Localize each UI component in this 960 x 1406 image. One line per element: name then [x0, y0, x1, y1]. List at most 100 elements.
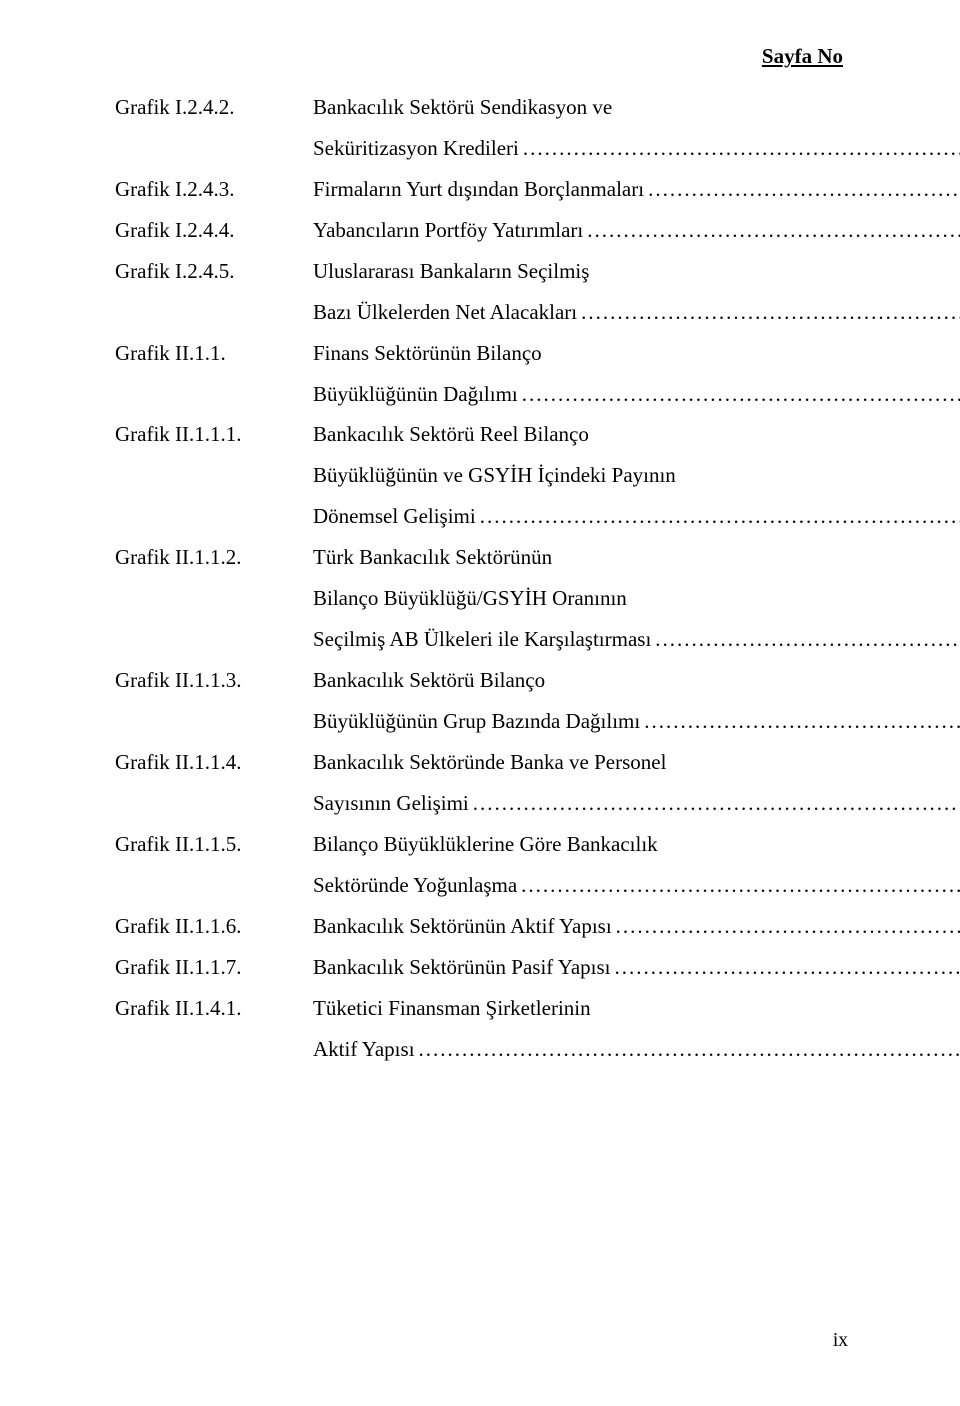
- toc-entry-continuation: Sayısının Gelişimi52: [115, 783, 845, 824]
- toc-text: Büyüklüğünün ve GSYİH İçindeki Payının: [313, 455, 676, 496]
- toc-text: Aktif Yapısı: [313, 1029, 415, 1070]
- toc-text: Tüketici Finansman Şirketlerinin: [313, 988, 591, 1029]
- toc-entry: Grafik II.1.1.Finans Sektörünün Bilanço: [115, 333, 845, 374]
- toc-entry-continuation: Seküritizasyon Kredileri42: [115, 128, 845, 169]
- toc-entry: Grafik I.2.4.5.Uluslararası Bankaların S…: [115, 251, 845, 292]
- toc-leader-dots: [476, 496, 960, 537]
- toc-entry: Grafik II.1.1.3.Bankacılık Sektörü Bilan…: [115, 660, 845, 701]
- toc-text: Bankacılık Sektörü Sendikasyon ve: [313, 87, 612, 128]
- toc-entry: Grafik I.2.4.4.Yabancıların Portföy Yatı…: [115, 210, 845, 251]
- toc-entry-continuation: Bazı Ülkelerden Net Alacakları45: [115, 292, 845, 333]
- toc-leader-dots: [644, 169, 960, 210]
- toc-entry: Grafik II.1.1.7.Bankacılık Sektörünün Pa…: [115, 947, 845, 988]
- toc-text: Dönemsel Gelişimi: [313, 496, 476, 537]
- toc-entry-continuation: Aktif Yapısı63: [115, 1029, 845, 1070]
- toc-desc: Firmaların Yurt dışından Borçlanmaları43: [313, 169, 960, 210]
- toc-text: Bilanço Büyüklüklerine Göre Bankacılık: [313, 824, 658, 865]
- toc-text: Firmaların Yurt dışından Borçlanmaları: [313, 169, 644, 210]
- toc-entry: Grafik II.1.1.2.Türk Bankacılık Sektörün…: [115, 537, 845, 578]
- toc-desc: Büyüklüğünün Dağılımı47: [313, 374, 960, 415]
- toc-label: Grafik I.2.4.2.: [115, 87, 313, 128]
- toc-desc: Dönemsel Gelişimi48: [313, 496, 960, 537]
- toc-label: Grafik II.1.4.1.: [115, 988, 313, 1029]
- toc-text: Bankacılık Sektöründe Banka ve Personel: [313, 742, 666, 783]
- toc-text: Uluslararası Bankaların Seçilmiş: [313, 251, 589, 292]
- toc-text: Finans Sektörünün Bilanço: [313, 333, 542, 374]
- toc-entry: Grafik II.1.1.4.Bankacılık Sektöründe Ba…: [115, 742, 845, 783]
- toc-label: Grafik II.1.1.4.: [115, 742, 313, 783]
- toc-text: Bankacılık Sektörünün Aktif Yapısı: [313, 906, 612, 947]
- toc-desc: Seküritizasyon Kredileri42: [313, 128, 960, 169]
- toc-label: Grafik I.2.4.4.: [115, 210, 313, 251]
- toc-entry-continuation: Bilanço Büyüklüğü/GSYİH Oranının: [115, 578, 845, 619]
- toc-leader-dots: [519, 128, 960, 169]
- toc-entry: Grafik II.1.1.5.Bilanço Büyüklüklerine G…: [115, 824, 845, 865]
- toc-text: Seküritizasyon Kredileri: [313, 128, 519, 169]
- toc-desc: Tüketici Finansman Şirketlerinin: [313, 988, 845, 1029]
- toc-text: Sektöründe Yoğunlaşma: [313, 865, 517, 906]
- toc-desc: Türk Bankacılık Sektörünün: [313, 537, 845, 578]
- toc-desc: Seçilmiş AB Ülkeleri ile Karşılaştırması…: [313, 619, 960, 660]
- toc-desc: Finans Sektörünün Bilanço: [313, 333, 845, 374]
- toc-desc: Uluslararası Bankaların Seçilmiş: [313, 251, 845, 292]
- toc-label: Grafik II.1.1.6.: [115, 906, 313, 947]
- toc-desc: Büyüklüğünün ve GSYİH İçindeki Payının: [313, 455, 845, 496]
- toc-label: Grafik II.1.1.7.: [115, 947, 313, 988]
- toc-desc: Bankacılık Sektörü Bilanço: [313, 660, 845, 701]
- toc-label: Grafik I.2.4.5.: [115, 251, 313, 292]
- toc-desc: Bankacılık Sektörü Sendikasyon ve: [313, 87, 845, 128]
- page-footer-roman: ix: [833, 1322, 848, 1360]
- toc-text: Bankacılık Sektörünün Pasif Yapısı: [313, 947, 611, 988]
- toc-entry: Grafik II.1.1.1.Bankacılık Sektörü Reel …: [115, 414, 845, 455]
- toc-desc: Bazı Ülkelerden Net Alacakları45: [313, 292, 960, 333]
- toc-list: Grafik I.2.4.2.Bankacılık Sektörü Sendik…: [115, 87, 845, 1070]
- toc-desc: Sayısının Gelişimi52: [313, 783, 960, 824]
- toc-leader-dots: [415, 1029, 960, 1070]
- toc-desc: Aktif Yapısı63: [313, 1029, 960, 1070]
- toc-text: Büyüklüğünün Grup Bazında Dağılımı: [313, 701, 640, 742]
- toc-label: Grafik II.1.1.: [115, 333, 313, 374]
- toc-desc: Bilanço Büyüklüklerine Göre Bankacılık: [313, 824, 845, 865]
- toc-text: Bilanço Büyüklüğü/GSYİH Oranının: [313, 578, 627, 619]
- toc-entry-continuation: Sektöründe Yoğunlaşma54: [115, 865, 845, 906]
- toc-text: Büyüklüğünün Dağılımı: [313, 374, 518, 415]
- toc-leader-dots: [583, 210, 960, 251]
- toc-text: Bazı Ülkelerden Net Alacakları: [313, 292, 577, 333]
- toc-text: Türk Bankacılık Sektörünün: [313, 537, 552, 578]
- toc-entry-continuation: Büyüklüğünün Grup Bazında Dağılımı51: [115, 701, 845, 742]
- toc-leader-dots: [518, 374, 960, 415]
- toc-text: Yabancıların Portföy Yatırımları: [313, 210, 583, 251]
- toc-entry: Grafik II.1.4.1.Tüketici Finansman Şirke…: [115, 988, 845, 1029]
- page-no-header: Sayfa No: [115, 36, 845, 77]
- toc-desc: Yabancıların Portföy Yatırımları44: [313, 210, 960, 251]
- toc-leader-dots: [612, 906, 960, 947]
- toc-desc: Bankacılık Sektöründe Banka ve Personel: [313, 742, 845, 783]
- toc-text: Sayısının Gelişimi: [313, 783, 469, 824]
- toc-label: Grafik II.1.1.3.: [115, 660, 313, 701]
- toc-entry-continuation: Dönemsel Gelişimi48: [115, 496, 845, 537]
- toc-desc: Sektöründe Yoğunlaşma54: [313, 865, 960, 906]
- toc-leader-dots: [469, 783, 960, 824]
- toc-label: Grafik I.2.4.3.: [115, 169, 313, 210]
- toc-entry-continuation: Büyüklüğünün ve GSYİH İçindeki Payının: [115, 455, 845, 496]
- toc-leader-dots: [651, 619, 960, 660]
- toc-text: Bankacılık Sektörü Reel Bilanço: [313, 414, 589, 455]
- toc-desc: Büyüklüğünün Grup Bazında Dağılımı51: [313, 701, 960, 742]
- toc-desc: Bankacılık Sektörü Reel Bilanço: [313, 414, 845, 455]
- toc-desc: Bankacılık Sektörünün Aktif Yapısı55: [313, 906, 960, 947]
- toc-text: Bankacılık Sektörü Bilanço: [313, 660, 545, 701]
- toc-leader-dots: [517, 865, 960, 906]
- toc-leader-dots: [611, 947, 960, 988]
- toc-entry: Grafik II.1.1.6.Bankacılık Sektörünün Ak…: [115, 906, 845, 947]
- toc-leader-dots: [640, 701, 960, 742]
- toc-text: Seçilmiş AB Ülkeleri ile Karşılaştırması: [313, 619, 651, 660]
- toc-entry-continuation: Seçilmiş AB Ülkeleri ile Karşılaştırması…: [115, 619, 845, 660]
- toc-label: Grafik II.1.1.1.: [115, 414, 313, 455]
- toc-desc: Bilanço Büyüklüğü/GSYİH Oranının: [313, 578, 845, 619]
- toc-leader-dots: [577, 292, 960, 333]
- toc-entry-continuation: Büyüklüğünün Dağılımı47: [115, 374, 845, 415]
- toc-entry: Grafik I.2.4.2.Bankacılık Sektörü Sendik…: [115, 87, 845, 128]
- document-page: Sayfa No Grafik I.2.4.2.Bankacılık Sektö…: [0, 0, 960, 1406]
- toc-desc: Bankacılık Sektörünün Pasif Yapısı 56: [313, 947, 960, 988]
- toc-entry: Grafik I.2.4.3.Firmaların Yurt dışından …: [115, 169, 845, 210]
